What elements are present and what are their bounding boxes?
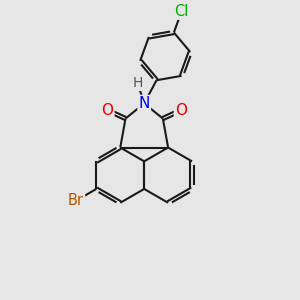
Text: O: O bbox=[175, 103, 187, 118]
Text: Br: Br bbox=[68, 193, 84, 208]
Text: Cl: Cl bbox=[174, 4, 189, 19]
Text: O: O bbox=[101, 103, 113, 118]
Text: H: H bbox=[132, 76, 143, 90]
Text: N: N bbox=[139, 96, 150, 111]
